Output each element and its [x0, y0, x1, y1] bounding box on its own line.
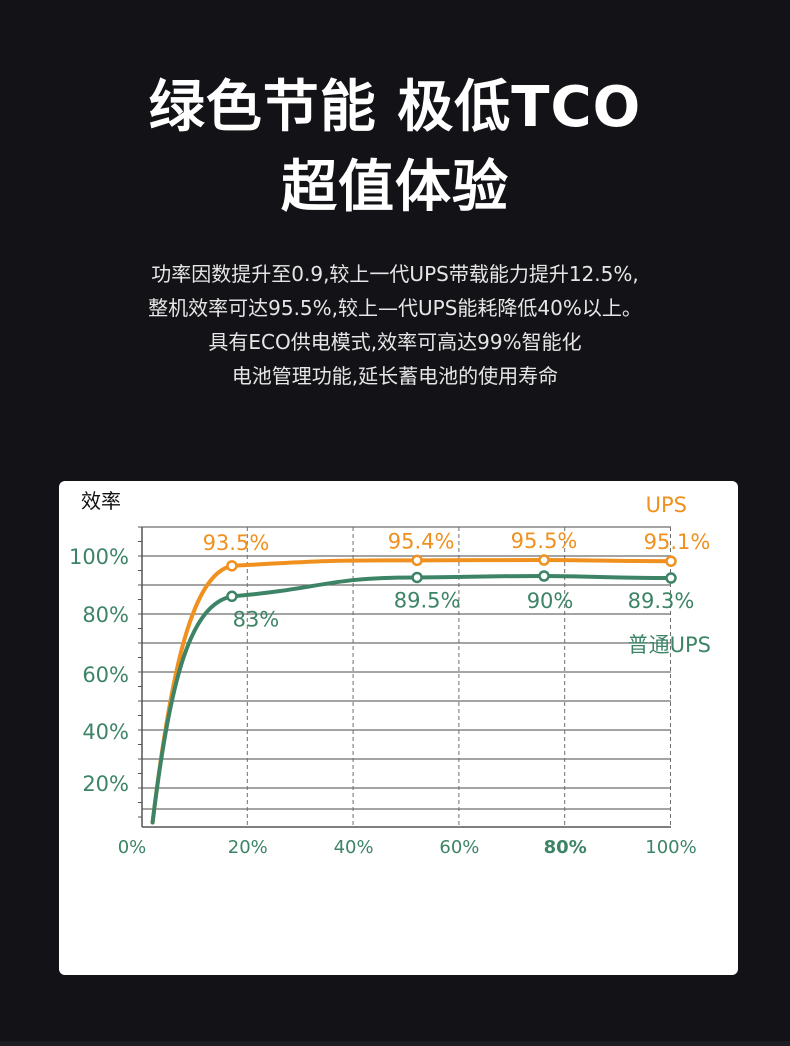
description-line-1: 功率因数提升至0.9,较上一代UPS带载能力提升12.5%,: [151, 262, 639, 286]
legend-label-normal-ups: 普通UPS: [628, 633, 711, 657]
y-tick-label-100: 100%: [69, 545, 129, 569]
series-0-point-3: [538, 554, 550, 566]
description-line-3: 具有ECO供电模式,效率可高达99%智能化: [208, 330, 582, 354]
y-tick-label-20: 20%: [82, 772, 129, 796]
x-tick-label-60: 60%: [439, 837, 479, 858]
series-1-point-1: [226, 590, 238, 603]
series-0-point-2: [411, 554, 423, 567]
series-0-data-label-1: 93.5%: [203, 531, 270, 555]
x-tick-label-20: 20%: [228, 837, 268, 858]
line-layer: [150, 554, 677, 825]
efficiency-chart: 效率 100% 80% 60% 40% 20% 0% 20% 40% 60% 80% 100% 93.…: [69, 489, 711, 858]
y-tick-label-80: 80%: [82, 603, 129, 627]
series-0-data-label-2: 95.4%: [388, 529, 455, 553]
series-1-data-label-1: 83%: [233, 607, 280, 631]
y-tick-label-60: 60%: [82, 663, 129, 687]
x-tick-label-0: 0%: [118, 837, 147, 858]
label-layer: 93.5% 95.4% 95.5% 95.1% 83% 89.5% 90% 89.3% UPS 普…: [203, 493, 711, 657]
page-title-line-2: 超值体验: [281, 155, 509, 220]
description-line-2: 整机效率可达95.5%,较上—代UPS能耗降低40%以上。: [148, 296, 642, 320]
series-1-data-label-4: 89.3%: [628, 589, 695, 613]
y-tick-label-40: 40%: [82, 720, 129, 744]
series-1-data-label-2: 89.5%: [394, 588, 461, 612]
series-1-data-label-3: 90%: [527, 589, 574, 613]
series-line-1: [150, 573, 673, 825]
y-axis-title: 效率: [81, 489, 121, 513]
series-1-point-3: [538, 570, 550, 582]
series-0-point-4: [665, 555, 677, 567]
x-tick-label-40: 40%: [334, 837, 374, 858]
bottom-strip: [0, 1041, 790, 1046]
series-line-0: [150, 558, 673, 825]
page-title-line-1: 绿色节能 极低TCO: [148, 75, 642, 140]
axis-layer: 效率 100% 80% 60% 40% 20% 0% 20% 40% 60% 80% 100%: [69, 489, 697, 858]
series-1-point-4: [665, 572, 677, 584]
efficiency-chart-panel: 效率 100% 80% 60% 40% 20% 0% 20% 40% 60% 80% 100% 93.…: [59, 481, 738, 975]
legend-label-ups: UPS: [646, 493, 687, 517]
series-0-point-1: [226, 560, 238, 572]
series-0-data-label-4: 95.1%: [644, 530, 711, 554]
series-1-point-2: [411, 571, 423, 584]
description-line-4: 电池管理功能,延长蓄电池的使用寿命: [231, 364, 559, 388]
x-tick-label-100: 100%: [645, 837, 696, 858]
x-tick-label-80: 80%: [544, 837, 587, 858]
series-0-data-label-3: 95.5%: [511, 529, 578, 553]
